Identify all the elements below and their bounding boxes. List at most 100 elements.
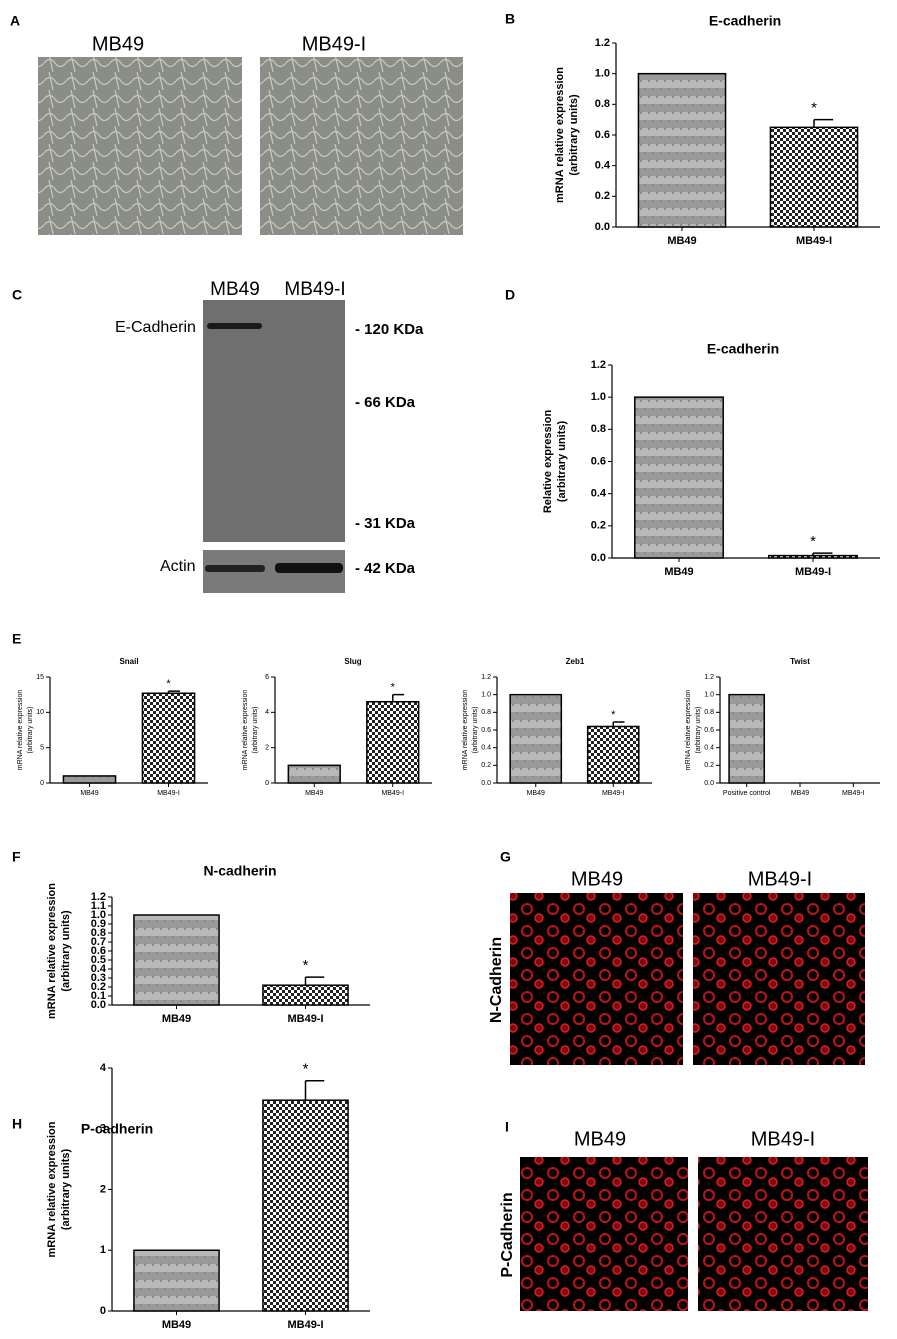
error-bar	[304, 976, 325, 986]
y-tick-label: 1.2	[595, 37, 610, 49]
y-tick-label: 15	[36, 674, 44, 681]
chart-title: E-cadherin	[707, 341, 779, 357]
stain-image	[510, 893, 683, 1065]
x-tick-label: MB49	[664, 566, 693, 578]
y-tick-label: 0.0	[481, 780, 491, 787]
y-tick-label: 10	[36, 709, 44, 716]
marker-label: - 31 KDa	[355, 515, 416, 532]
y-tick-label: 6	[265, 674, 269, 681]
panel-letter: B	[505, 11, 515, 27]
x-tick-label: MB49	[667, 235, 696, 247]
image-label: MB49	[571, 868, 623, 890]
x-tick-label: MB49	[527, 790, 545, 797]
y-tick-label: 2	[100, 1183, 106, 1195]
y-tick-label: 4	[100, 1062, 107, 1074]
marker-label: - 120 KDa	[355, 321, 424, 338]
y-tick-label: 0	[100, 1305, 106, 1317]
y-tick-label: 3	[100, 1123, 106, 1135]
stain-image	[693, 893, 865, 1065]
lane-label: MB49-I	[284, 279, 345, 300]
y-axis-label: (arbitrary units)	[556, 421, 568, 503]
y-tick-label: 1.2	[481, 674, 491, 681]
y-axis-label: mRNA relative expression	[685, 690, 692, 771]
marker-label: - 42 KDa	[355, 560, 416, 577]
chart-title: Twist	[790, 657, 810, 666]
significance: *	[303, 1061, 309, 1078]
y-axis-label: mRNA relative expression	[462, 690, 469, 771]
y-tick-label: 0.2	[481, 762, 491, 769]
error-bar	[812, 552, 833, 556]
chart-title: Slug	[344, 657, 361, 666]
protein-label: Actin	[160, 558, 196, 575]
chart-title: P-cadherin	[81, 1121, 153, 1137]
blot-band	[207, 323, 262, 329]
marker-label: - 66 KDa	[355, 394, 416, 411]
y-tick-label: 2	[265, 745, 269, 752]
significance: *	[303, 957, 309, 974]
y-tick-label: 1.2	[591, 359, 606, 371]
y-tick-label: 0.5	[91, 954, 106, 966]
y-tick-label: 0.4	[481, 745, 491, 752]
y-tick-label: 0.8	[91, 927, 106, 939]
y-tick-label: 0.4	[595, 160, 611, 172]
y-tick-label: 0.6	[91, 945, 106, 957]
y-tick-label: 0.4	[591, 488, 607, 500]
y-tick-label: 1.0	[591, 391, 606, 403]
stain-image	[698, 1157, 868, 1311]
y-tick-label: 0	[40, 780, 44, 787]
chart-title: E-cadherin	[709, 13, 781, 29]
error-bar	[813, 118, 834, 128]
marker-label: N-Cadherin	[488, 937, 505, 1023]
y-axis-label: (arbitrary units)	[472, 706, 479, 753]
bar	[133, 1249, 220, 1312]
y-axis-label: (arbitrary units)	[568, 94, 580, 176]
bar	[769, 126, 859, 228]
y-tick-label: 0.7	[91, 936, 106, 948]
y-axis-label: (arbitrary units)	[27, 706, 34, 753]
y-tick-label: 1.0	[595, 68, 610, 80]
y-tick-label: 1.0	[481, 692, 491, 699]
y-axis-label: (arbitrary units)	[695, 706, 702, 753]
y-tick-label: 0.2	[704, 762, 714, 769]
y-tick-label: 0.2	[591, 520, 606, 532]
y-tick-label: 4	[265, 709, 269, 716]
y-tick-label: 0.0	[91, 999, 106, 1011]
y-tick-label: 1.0	[91, 909, 106, 921]
image-label: MB49-I	[751, 1128, 815, 1150]
y-tick-label: 1.2	[91, 891, 106, 903]
error-bar	[612, 721, 625, 727]
panel-letter: A	[10, 13, 20, 29]
bar	[262, 984, 349, 1006]
chart-title: N-cadherin	[203, 863, 276, 879]
y-tick-label: 0.8	[704, 709, 714, 716]
y-tick-label: 0.4	[91, 963, 107, 975]
image-label: MB49-I	[748, 868, 812, 890]
panel-letter: C	[12, 287, 22, 303]
y-tick-label: 0.9	[91, 918, 106, 930]
blot-band	[275, 563, 343, 573]
panel-letter: E	[12, 631, 21, 647]
bar	[728, 693, 766, 784]
image-label: MB49	[92, 33, 144, 55]
y-axis-label: mRNA relative expression	[46, 1121, 58, 1257]
y-tick-label: 0.3	[91, 972, 106, 984]
y-tick-label: 0.0	[591, 552, 606, 564]
y-tick-label: 0.2	[595, 190, 610, 202]
bar	[637, 72, 727, 228]
significance: *	[391, 682, 396, 694]
x-tick-label: MB49	[80, 790, 98, 797]
blot	[203, 300, 345, 542]
x-tick-label: MB49-I	[381, 790, 404, 797]
significance: *	[611, 709, 616, 721]
panel-letter: H	[12, 1116, 22, 1132]
y-axis-label: mRNA relative expression	[554, 67, 566, 203]
error-bar	[167, 690, 180, 694]
bar	[133, 914, 220, 1006]
y-axis-label: Relative expression	[542, 410, 554, 514]
y-tick-label: 0.0	[704, 780, 714, 787]
x-tick-label: MB49-I	[287, 1013, 323, 1025]
significance: *	[811, 100, 817, 117]
y-tick-label: 0.8	[591, 423, 606, 435]
protein-label: E-Cadherin	[115, 319, 196, 336]
y-tick-label: 0.8	[595, 98, 610, 110]
